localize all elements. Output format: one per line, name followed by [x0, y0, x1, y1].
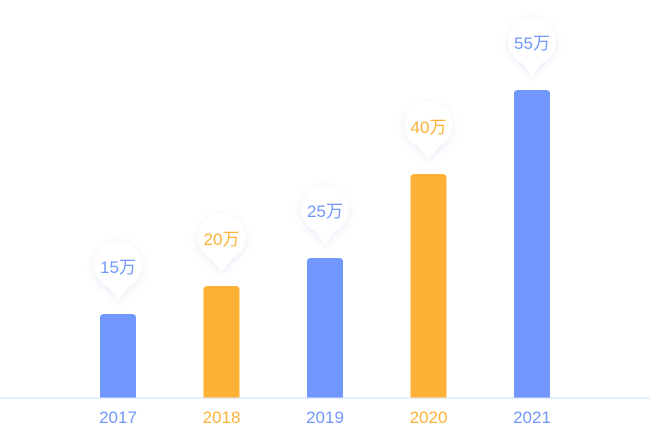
x-tick-label-2021: 2021	[513, 408, 551, 426]
x-tick-label-2020: 2020	[410, 408, 448, 426]
value-bubble-2019: 25万	[301, 185, 350, 244]
bubble-shape-2020	[404, 101, 453, 160]
bubble-shape-2018	[197, 213, 246, 272]
x-tick-label-2018: 2018	[203, 408, 241, 426]
bubble-shape-2019	[301, 185, 350, 244]
bar-2021	[514, 90, 550, 398]
bubble-shape-2017	[94, 241, 143, 300]
data-label-2017: 15万	[100, 258, 136, 277]
bars-layer	[100, 90, 550, 398]
x-tick-label-2019: 2019	[306, 408, 344, 426]
value-bubble-2020: 40万	[404, 101, 453, 160]
x-tick-label-2017: 2017	[99, 408, 137, 426]
value-bubble-2021: 55万	[508, 17, 557, 76]
x-axis-ticks: 2017 2018 2019 2020 2021	[99, 408, 551, 426]
value-bubble-2017: 15万	[94, 241, 143, 300]
bar-2018	[203, 286, 240, 398]
bar-2017	[100, 314, 136, 398]
bubble-shape-2021	[508, 17, 557, 76]
bar-2020	[410, 174, 447, 398]
bar-2019	[307, 258, 343, 398]
data-label-2020: 40万	[411, 118, 447, 137]
data-label-2018: 20万	[204, 230, 240, 249]
value-bubble-2018: 20万	[197, 213, 246, 272]
data-label-2019: 25万	[307, 202, 343, 221]
data-label-2021: 55万	[514, 34, 550, 53]
data-labels-layer: 15万 20万 25万 40万 55万	[94, 17, 557, 300]
